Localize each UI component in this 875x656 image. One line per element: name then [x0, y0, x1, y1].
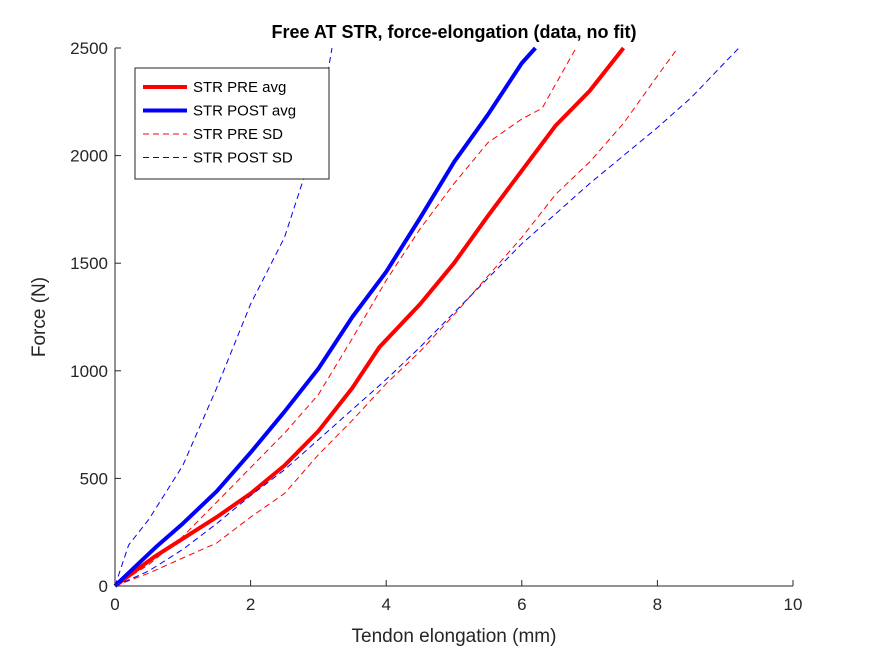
x-tick-label: 0 [110, 595, 119, 614]
legend: STR PRE avg STR POST avg STR PRE SD STR POS… [134, 67, 330, 180]
y-tick-label: 0 [99, 577, 108, 596]
y-tick-label: 500 [80, 469, 108, 488]
y-tick-label: 2000 [70, 147, 108, 166]
series-line-3 [114, 47, 679, 587]
y-tick-label: 2500 [70, 39, 108, 58]
y-tick-label: 1500 [70, 254, 108, 273]
y-ticks: 0 500 1000 1500 2000 2500 [70, 39, 121, 596]
y-tick-label: 1000 [70, 362, 108, 381]
series-line-1 [113, 46, 537, 588]
x-tick-label: 2 [246, 595, 255, 614]
x-axis-label: Tendon elongation (mm) [352, 626, 557, 647]
x-tick-label: 10 [784, 595, 803, 614]
x-ticks: 0 2 4 6 8 10 [110, 580, 802, 614]
series-line-2 [114, 47, 577, 587]
series-layer [113, 46, 740, 588]
x-tick-label: 8 [653, 595, 662, 614]
legend-label: STR PRE avg [193, 79, 286, 96]
axes [114, 48, 793, 587]
legend-label: STR POST avg [193, 103, 296, 120]
x-tick-label: 4 [381, 595, 390, 614]
legend-label: STR PRE SD [193, 126, 283, 143]
chart-title: Free AT STR, force-elongation (data, no … [271, 22, 636, 42]
x-tick-label: 6 [517, 595, 526, 614]
legend-label: STR POST SD [193, 150, 293, 167]
y-axis-label: Force (N) [29, 277, 50, 357]
